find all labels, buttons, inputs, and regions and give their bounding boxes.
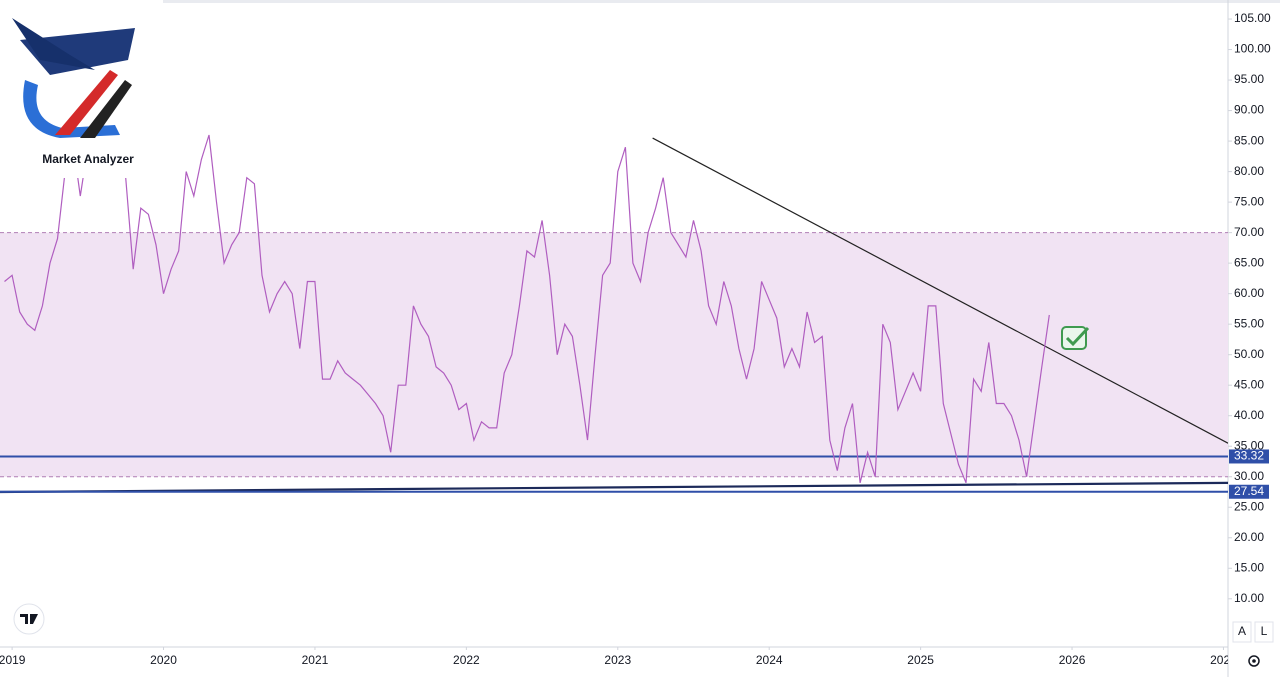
trendline [0, 481, 1228, 494]
top-edge [0, 0, 1280, 3]
y-tick-label: 100.00 [1234, 42, 1271, 56]
x-tick-label: 2021 [302, 653, 329, 667]
rsi-line [4, 114, 1050, 484]
level-label: 27.54 [1234, 484, 1264, 498]
x-tick-label: 2023 [604, 653, 631, 667]
y-tick-label: 55.00 [1234, 316, 1264, 330]
check-box [1061, 326, 1087, 350]
y-tick-label: 50.00 [1234, 347, 1264, 361]
y-tick-label: 15.00 [1234, 560, 1264, 574]
tv-logo [13, 603, 45, 635]
tv-glyph [20, 614, 38, 624]
x-tick-label: 2020 [150, 653, 177, 667]
button-l[interactable] [1254, 621, 1274, 643]
logo-text: Market Analyzer [42, 152, 134, 166]
y-tick-label: 45.00 [1234, 377, 1264, 391]
button-a[interactable] [1232, 621, 1252, 643]
logo-shape [20, 28, 135, 75]
axis-buttons: A L [1232, 621, 1274, 667]
logo-swoosh [23, 80, 121, 138]
y-tick-label: 10.00 [1234, 591, 1264, 605]
button-label[interactable]: L [1261, 624, 1268, 638]
y-tick-label: 75.00 [1234, 194, 1264, 208]
x-tick-label: 2027 [1210, 653, 1237, 667]
level-label-bg [1229, 449, 1269, 464]
y-tick-label: 85.00 [1234, 133, 1264, 147]
check-mark [1065, 326, 1090, 347]
trendline [652, 137, 1228, 444]
level-label: 33.32 [1234, 449, 1264, 463]
y-tick-label: 105.00 [1234, 11, 1271, 25]
button-label[interactable]: A [1238, 624, 1246, 638]
logo-stripe [80, 80, 132, 138]
band [0, 232, 1228, 477]
x-tick-label: 2022 [453, 653, 480, 667]
level-label-bg [1229, 484, 1269, 499]
x-tick-label: 2019 [0, 653, 26, 667]
y-tick-label: 80.00 [1234, 164, 1264, 178]
y-tick-label: 20.00 [1234, 530, 1264, 544]
y-tick-label: 70.00 [1234, 225, 1264, 239]
settings-icon[interactable] [1248, 655, 1260, 667]
tv-badge [13, 603, 45, 635]
check-icon [1061, 326, 1090, 350]
logo: Market Analyzer [0, 0, 163, 178]
logo-stripe [55, 70, 118, 135]
y-tick-label: 35.00 [1234, 438, 1264, 452]
plot-area [0, 114, 1228, 494]
y-tick-label: 65.00 [1234, 255, 1264, 269]
settings-icon-center[interactable] [1252, 659, 1256, 663]
x-tick-label: 2026 [1059, 653, 1086, 667]
y-tick-label: 25.00 [1234, 499, 1264, 513]
x-axis-labels: 2019 2020 2021 2022 2023 2024 2025 2026 2027 [0, 647, 1237, 667]
axes: 10.00 15.00 20.00 25.00 30.00 35.00 40.00 45.00… [1228, 11, 1271, 605]
y-tick-label: 95.00 [1234, 72, 1264, 86]
y-tick-label: 40.00 [1234, 408, 1264, 422]
y-tick-label: 60.00 [1234, 286, 1264, 300]
y-tick-label: 90.00 [1234, 103, 1264, 117]
x-tick-label: 2025 [907, 653, 934, 667]
x-tick-label: 2024 [756, 653, 783, 667]
logo-wing [12, 18, 95, 70]
y-tick-label: 30.00 [1234, 469, 1264, 483]
